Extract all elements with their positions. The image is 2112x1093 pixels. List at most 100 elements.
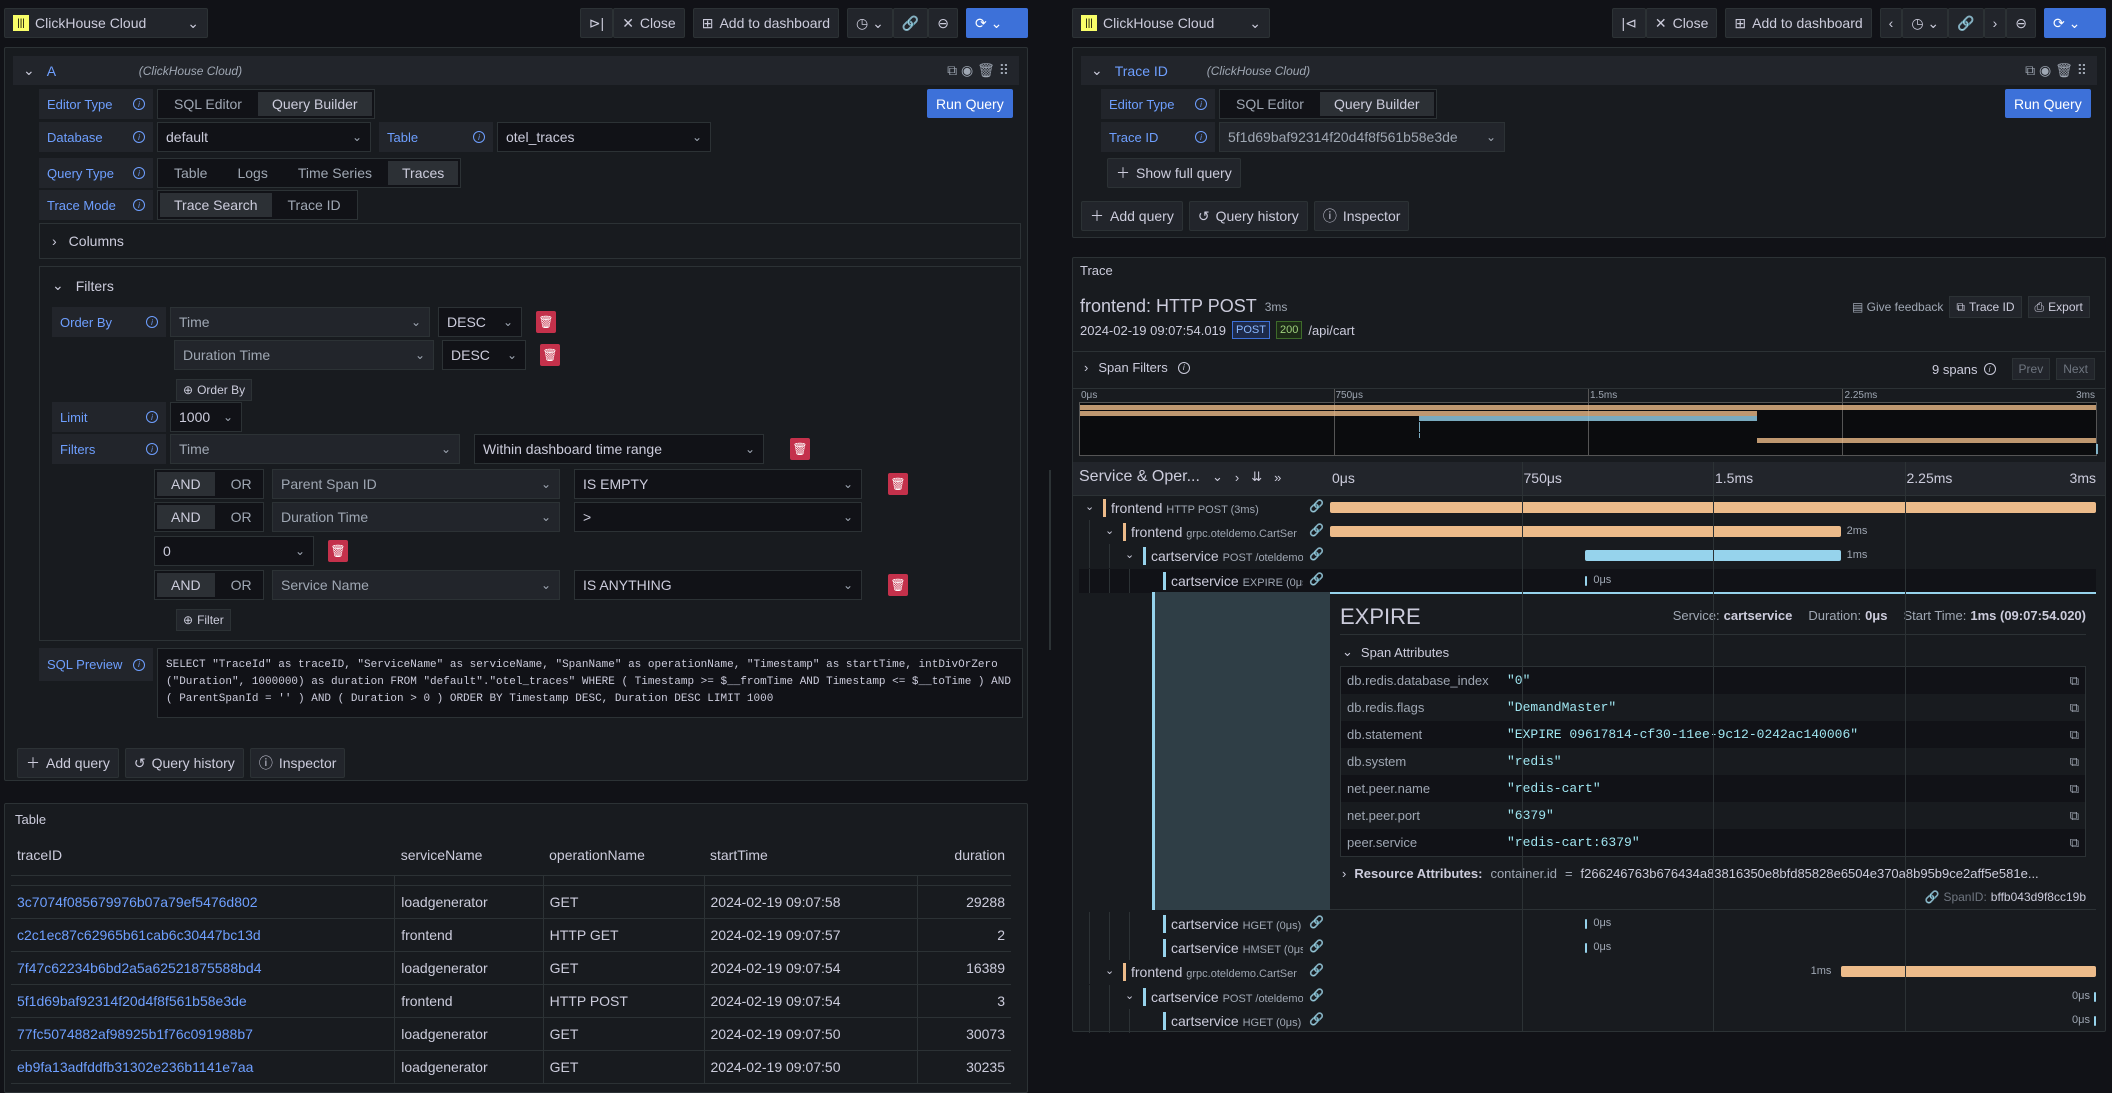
copy-icon[interactable]: ⧉ — [2069, 780, 2079, 796]
trace-id-link[interactable]: c2c1ec87c62965b61cab6c30447bc13d — [11, 918, 396, 952]
query-actions[interactable]: ⧉ ◉ 🗑 ⠿ — [947, 62, 1009, 78]
trace-id-link[interactable]: 77fc5074882af98925b1f76c091988b7 — [11, 1017, 396, 1051]
and-toggle[interactable]: AND — [157, 505, 215, 529]
prev-button[interactable]: Prev — [2011, 358, 2051, 380]
filter-operator[interactable]: > — [574, 502, 862, 532]
span-bar[interactable] — [1585, 576, 1588, 586]
add-order-by-button[interactable]: ⊕ Order By — [176, 379, 253, 401]
refresh-button[interactable]: ⟳ ⌄ — [2044, 8, 2106, 38]
or-toggle[interactable]: OR — [230, 577, 252, 593]
expand-all-icon[interactable]: » — [1274, 469, 1282, 485]
query-type-traces[interactable]: Traces — [388, 161, 459, 185]
inspector-button[interactable]: ⓘ Inspector — [1313, 201, 1410, 231]
filter-value-input[interactable]: 0 — [154, 536, 314, 566]
span-bar[interactable] — [1585, 550, 1841, 561]
span-row[interactable]: ⌄ cartservice POST /oteldemo 🔗 1ms — [1079, 544, 2096, 568]
delete-icon[interactable]: 🗑 — [536, 311, 556, 333]
copy-icon[interactable]: ⧉ — [2069, 726, 2079, 742]
sql-editor-option[interactable]: SQL Editor — [1236, 96, 1304, 112]
column-header[interactable]: startTime — [704, 835, 918, 876]
run-query-button[interactable]: Run Query — [927, 89, 1013, 118]
delete-icon[interactable]: 🗑 — [888, 574, 908, 596]
filter-operator[interactable]: Within dashboard time range — [474, 434, 764, 464]
database-select[interactable]: default — [157, 122, 371, 152]
link-icon[interactable]: 🔗 — [1924, 890, 1940, 904]
delete-icon[interactable]: 🗑 — [790, 438, 810, 460]
query-builder-option[interactable]: Query Builder — [1319, 92, 1434, 116]
or-toggle[interactable]: OR — [230, 476, 252, 492]
filter-field[interactable]: Duration Time — [272, 502, 560, 532]
span-bar[interactable] — [1585, 919, 1588, 929]
span-link-icon[interactable]: 🔗 — [1309, 988, 1324, 1002]
span-link-icon[interactable]: 🔗 — [1309, 499, 1324, 513]
columns-section[interactable]: › Columns — [39, 223, 1021, 259]
span-attributes-toggle[interactable]: ⌄ Span Attributes — [1342, 644, 1449, 660]
trace-id-button[interactable]: ⧉ Trace ID — [1949, 296, 2022, 318]
expand-one-icon[interactable]: › — [1234, 469, 1240, 485]
query-builder-option[interactable]: Query Builder — [257, 92, 372, 116]
trace-id-link[interactable]: 5f1d69baf92314f20d4f8f561b58e3de — [11, 984, 396, 1018]
pane-resize-handle[interactable] — [1049, 470, 1051, 650]
time-picker-button[interactable]: ◷ ⌄ — [1902, 8, 1949, 38]
link-icon[interactable]: 🔗 — [892, 8, 929, 38]
chevron-down-icon[interactable]: ⌄ — [1105, 525, 1115, 537]
span-row[interactable]: cartservice HGET (0μs) 🔗 0μs — [1079, 1009, 2096, 1033]
order-by-direction[interactable]: DESC — [438, 307, 522, 337]
span-link-icon[interactable]: 🔗 — [1309, 915, 1324, 929]
span-row[interactable]: ⌄ frontend grpc.oteldemo.CartSer 🔗 1ms — [1079, 960, 2096, 984]
or-toggle[interactable]: OR — [230, 509, 252, 525]
time-picker-button[interactable]: ◷ ⌄ — [846, 8, 893, 38]
column-header[interactable]: operationName — [543, 835, 704, 876]
span-row[interactable]: cartservice EXPIRE (0μs) 🔗 0μs — [1079, 569, 2096, 593]
query-type-logs[interactable]: Logs — [237, 165, 268, 181]
copy-icon[interactable]: ⧉ — [2069, 834, 2079, 850]
chevron-down-icon[interactable]: ⌄ — [1105, 965, 1115, 977]
chevron-down-icon[interactable]: ⌄ — [52, 277, 64, 293]
give-feedback-link[interactable]: ▤ Give feedback — [1852, 300, 1944, 314]
trace-id-link[interactable]: 3c7074f085679976b07a79ef5476d802 — [11, 885, 396, 919]
trace-minimap[interactable] — [1079, 389, 2098, 456]
filter-operator[interactable]: IS EMPTY — [574, 469, 862, 499]
query-history-button[interactable]: ↺ Query history — [1188, 201, 1308, 231]
zoom-out-icon[interactable]: ⊖ — [928, 8, 958, 38]
span-link-icon[interactable]: 🔗 — [1309, 547, 1324, 561]
and-toggle[interactable]: AND — [157, 472, 215, 496]
datasource-picker[interactable]: ||| ClickHouse Cloud ⌄ — [4, 8, 208, 38]
span-bar[interactable] — [2094, 1016, 2096, 1026]
add-query-button[interactable]: ＋ Add query — [1081, 201, 1183, 231]
close-button[interactable]: ✕ Close — [613, 8, 685, 38]
span-row[interactable]: ⌄ frontend grpc.oteldemo.CartSer 🔗 2ms — [1079, 520, 2096, 544]
copy-icon[interactable]: ⧉ — [2069, 807, 2079, 823]
export-button[interactable]: ⎙ Export — [2027, 296, 2090, 318]
trace-id-link[interactable]: eb9fa13adfddfb31302e236b1141e7aa — [11, 1050, 396, 1084]
resource-attributes-toggle[interactable]: › Resource Attributes: container.id = f26624… — [1342, 866, 2039, 881]
split-pane-icon[interactable]: |⊲ — [1612, 8, 1646, 38]
time-forward-icon[interactable]: › — [1983, 8, 2007, 38]
collapse-one-icon[interactable]: ⌄ — [1211, 469, 1223, 484]
sql-editor-option[interactable]: SQL Editor — [174, 96, 242, 112]
table-select[interactable]: otel_traces — [497, 122, 711, 152]
split-pane-icon[interactable]: ⊳| — [579, 8, 614, 38]
span-bar[interactable] — [1840, 966, 2096, 977]
chevron-down-icon[interactable]: ⌄ — [1125, 990, 1135, 1002]
run-query-button[interactable]: Run Query — [2005, 89, 2091, 118]
order-by-field[interactable]: Time — [170, 307, 430, 337]
query-type-time-series[interactable]: Time Series — [297, 165, 372, 181]
time-back-icon[interactable]: ‹ — [1879, 8, 1903, 38]
collapse-icon[interactable]: ⌄ — [1091, 62, 1103, 78]
add-query-button[interactable]: ＋ Add query — [17, 748, 119, 778]
copy-icon[interactable]: ⧉ — [2069, 699, 2079, 715]
add-filter-button[interactable]: ⊕ Filter — [176, 609, 231, 631]
span-link-icon[interactable]: 🔗 — [1309, 523, 1324, 537]
order-by-direction[interactable]: DESC — [442, 340, 526, 370]
span-link-icon[interactable]: 🔗 — [1309, 572, 1324, 586]
query-type-table[interactable]: Table — [174, 165, 208, 181]
order-by-field[interactable]: Duration Time — [174, 340, 434, 370]
span-bar[interactable] — [2094, 992, 2096, 1002]
span-bar[interactable] — [1585, 943, 1588, 953]
delete-icon[interactable]: 🗑 — [328, 540, 348, 562]
and-toggle[interactable]: AND — [157, 573, 215, 597]
copy-icon[interactable]: ⧉ — [2069, 672, 2079, 688]
close-button[interactable]: ✕ Close — [1645, 8, 1718, 38]
span-link-icon[interactable]: 🔗 — [1309, 1012, 1324, 1026]
